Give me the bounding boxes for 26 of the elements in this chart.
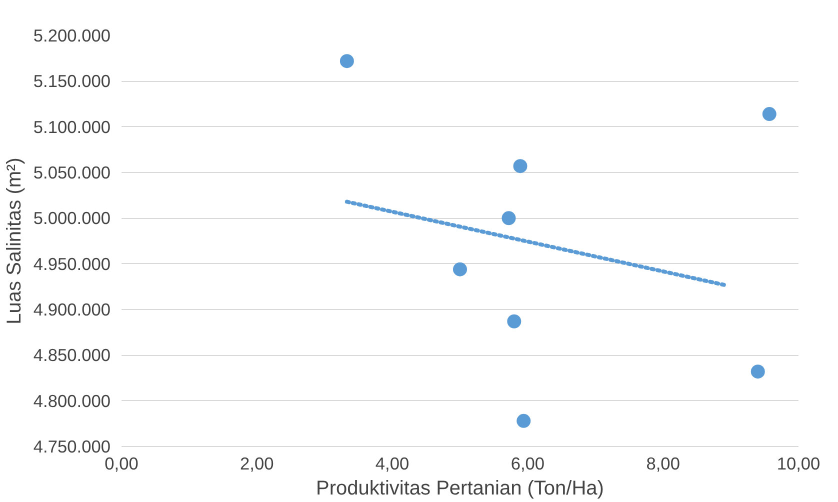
x-tick-label: 2,00 (240, 454, 274, 474)
x-axis-title: Produktivitas Pertanian (Ton/Ha) (316, 478, 604, 500)
point (513, 159, 528, 174)
x-tick-label: 0,00 (104, 454, 138, 474)
point (507, 314, 522, 328)
y-tick-label: 4.800.000 (33, 390, 111, 411)
x-tick-label: 4,00 (375, 454, 410, 474)
y-tick-label: 4.900.000 (33, 300, 111, 320)
point (762, 107, 776, 122)
point (340, 54, 354, 68)
point (502, 211, 516, 226)
y-tick-label: 5.200.000 (33, 26, 111, 46)
y-tick-label: 4.850.000 (33, 345, 111, 366)
x-tick-label: 6,00 (510, 454, 545, 474)
x-tick-label: 8,00 (646, 454, 680, 474)
point (516, 414, 531, 428)
y-tick-label: 5.150.000 (33, 71, 111, 92)
y-tick-label: 5.100.000 (33, 116, 111, 137)
y-axis-title: Luas Salinitas (m²) (3, 158, 26, 324)
point (453, 262, 467, 276)
point (750, 364, 765, 379)
x-tick-label: 10,00 (776, 454, 820, 474)
y-tick-label: 5.000.000 (33, 208, 111, 228)
y-tick-label: 4.950.000 (33, 254, 111, 274)
y-tick-label: 4.750.000 (33, 436, 111, 456)
y-tick-label: 5.050.000 (33, 162, 111, 182)
